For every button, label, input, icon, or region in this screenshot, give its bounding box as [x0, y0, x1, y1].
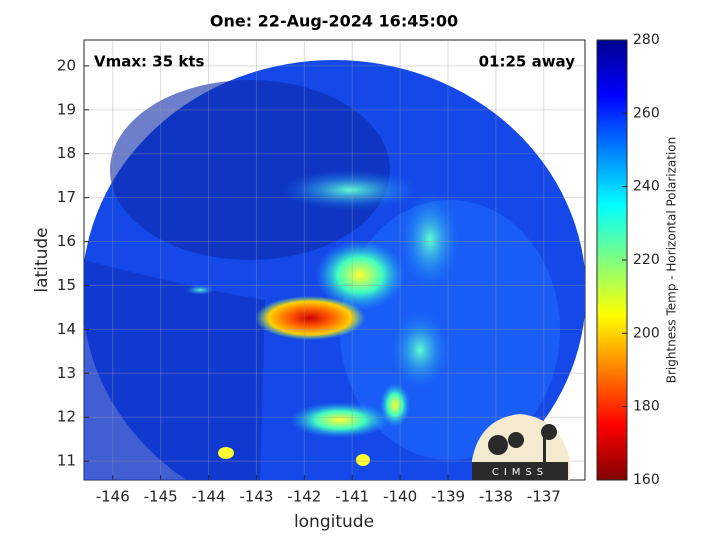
annotation: 01:25 away [479, 53, 576, 71]
colorbar-tick-label: 180 [633, 399, 660, 415]
y-tick-label: 17 [57, 188, 76, 206]
y-tick-label: 16 [57, 232, 76, 250]
logo-text: CIMSS [492, 467, 548, 478]
y-tick-label: 18 [57, 144, 76, 162]
colorbar-tick-label: 160 [633, 472, 660, 488]
x-tick-label: -146 [96, 488, 130, 506]
colorbar-tick-label: 280 [633, 32, 660, 48]
x-tick-label: -144 [192, 488, 226, 506]
chart-title: One: 22-Aug-2024 16:45:00 [210, 12, 458, 31]
x-tick-label: -143 [239, 488, 273, 506]
colorbar-tick-label: 260 [633, 105, 660, 121]
x-tick-label: -139 [431, 488, 465, 506]
annotation: Vmax: 35 kts [94, 53, 204, 71]
colorbar-tick-label: 240 [633, 179, 660, 195]
grid [84, 40, 585, 480]
x-tick-label: -140 [383, 488, 417, 506]
x-tick-label: -145 [144, 488, 178, 506]
y-tick-label: 19 [57, 100, 76, 118]
x-tick-label: -141 [335, 488, 369, 506]
y-tick-label: 20 [57, 56, 76, 74]
y-tick-label: 14 [57, 320, 76, 338]
x-axis-label: longitude [294, 512, 374, 532]
colorbar-label: Brightness Temp - Horizontal Polarizatio… [665, 137, 679, 384]
y-tick-label: 13 [57, 364, 76, 382]
y-tick-label: 12 [57, 408, 76, 426]
x-tick-label: -138 [479, 488, 513, 506]
x-tick-label: -142 [287, 488, 321, 506]
imagery [84, 60, 585, 480]
colorbar-tick-label: 200 [633, 325, 660, 341]
y-tick-label: 11 [57, 452, 76, 470]
x-tick-label: -137 [527, 488, 561, 506]
y-tick-label: 15 [57, 276, 76, 294]
y-axis-label: latitude [32, 227, 52, 292]
colorbar-tick-label: 220 [633, 252, 660, 268]
